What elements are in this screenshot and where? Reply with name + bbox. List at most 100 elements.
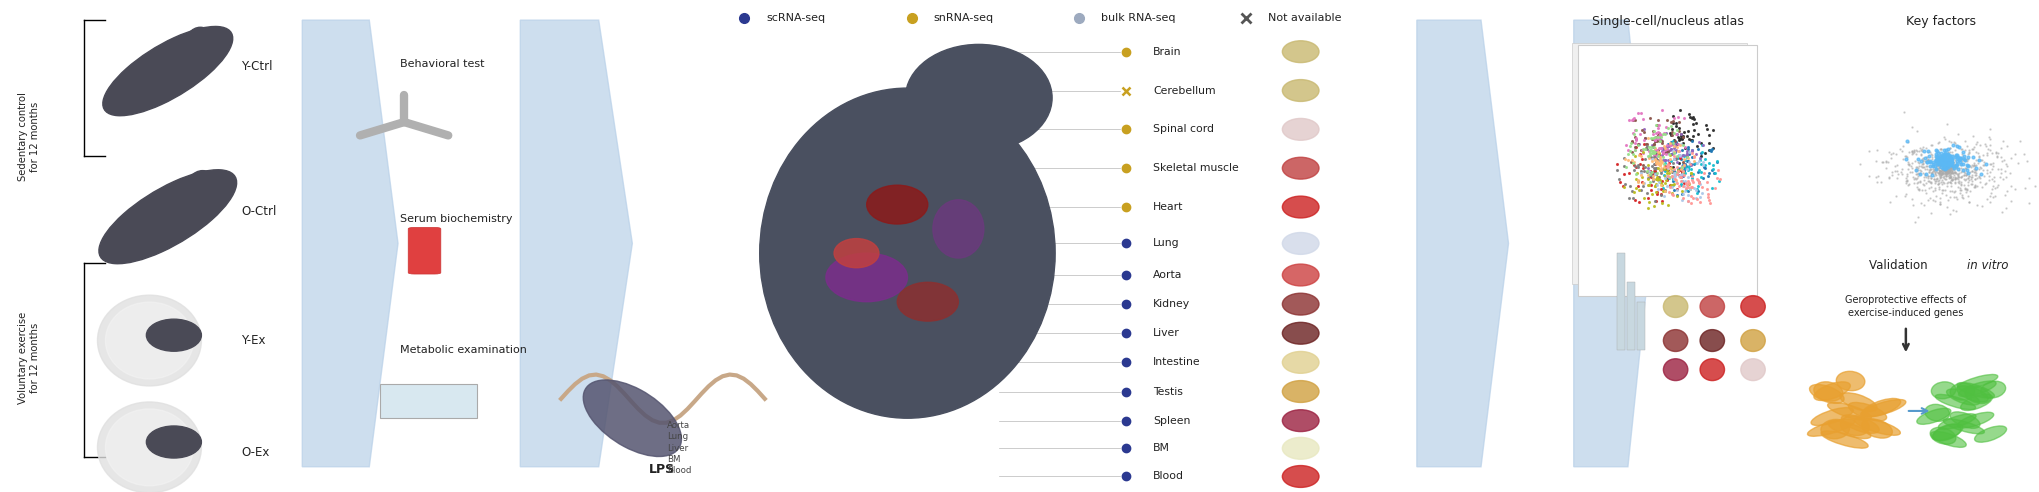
Point [1650, 141, 1682, 149]
Point [1902, 162, 1935, 170]
Point [1668, 153, 1701, 160]
Point [1641, 173, 1674, 181]
Point [1931, 168, 1964, 176]
Point [1939, 179, 1972, 187]
Point [1949, 188, 1982, 196]
Point [1984, 173, 2017, 181]
Point [1931, 159, 1964, 167]
Point [1921, 154, 1953, 161]
Point [1959, 183, 1992, 190]
Point [1637, 172, 1670, 180]
Point [1635, 171, 1668, 179]
Point [1660, 171, 1692, 179]
Point [1641, 159, 1674, 167]
Point [1943, 154, 1976, 162]
Point [1929, 186, 1962, 194]
Point [1941, 153, 1974, 161]
Point [1672, 150, 1705, 157]
Point [1631, 175, 1664, 183]
Point [1923, 166, 1955, 174]
Point [1947, 152, 1980, 160]
Point [1974, 192, 2006, 200]
Point [1658, 155, 1690, 163]
Point [1941, 171, 1974, 179]
Ellipse shape [1935, 395, 1976, 410]
Point [1637, 168, 1670, 176]
Point [1639, 164, 1672, 172]
Point [1931, 155, 1964, 163]
Point [1621, 163, 1654, 171]
Point [1925, 158, 1957, 166]
Point [1955, 177, 1988, 185]
Point [1670, 162, 1703, 170]
Point [1931, 166, 1964, 174]
Point [1890, 176, 1923, 184]
Point [1690, 172, 1723, 180]
Point [1957, 145, 1990, 153]
Point [1947, 155, 1980, 163]
Point [1682, 182, 1715, 189]
Point [1650, 155, 1682, 163]
Point [1949, 137, 1982, 145]
Point [1652, 161, 1684, 169]
Point [1666, 168, 1698, 176]
Point [1641, 174, 1674, 182]
Point [1935, 153, 1968, 160]
Point [1915, 165, 1947, 173]
Point [1945, 150, 1978, 158]
Point [1641, 144, 1674, 152]
Point [1941, 161, 1974, 169]
Point [1923, 200, 1955, 208]
Point [1939, 174, 1972, 182]
Ellipse shape [1283, 410, 1319, 431]
Point [1633, 151, 1666, 159]
Point [1633, 143, 1666, 151]
Point [1919, 168, 1951, 176]
Point [1974, 141, 2006, 149]
Point [1902, 147, 1935, 154]
Point [1921, 160, 1953, 168]
Point [1921, 177, 1953, 185]
Point [1886, 147, 1919, 154]
Point [1931, 168, 1964, 176]
Point [1637, 147, 1670, 155]
Point [1953, 198, 1986, 206]
Point [1943, 189, 1976, 197]
Point [1941, 172, 1974, 180]
Point [1939, 175, 1972, 183]
Point [1941, 164, 1974, 172]
Point [1664, 171, 1696, 179]
Text: Geroprotective effects of
exercise-induced genes: Geroprotective effects of exercise-induc… [1845, 295, 1966, 318]
Point [1886, 155, 1919, 163]
Point [1701, 157, 1733, 165]
Point [1652, 116, 1684, 123]
Point [1951, 148, 1984, 156]
Point [1913, 194, 1945, 202]
Point [1939, 187, 1972, 195]
Point [1658, 159, 1690, 167]
Ellipse shape [1821, 419, 1849, 439]
Point [1870, 158, 1902, 166]
Point [1931, 167, 1964, 175]
Point [1900, 163, 1933, 171]
Point [1909, 171, 1941, 179]
Point [1643, 136, 1676, 144]
Point [1906, 156, 1939, 164]
Point [1696, 146, 1729, 154]
Point [1953, 176, 1986, 184]
Point [1664, 173, 1696, 181]
Point [1976, 175, 2008, 183]
Point [1641, 158, 1674, 166]
Point [2010, 157, 2039, 165]
Point [1892, 158, 1925, 166]
Point [1674, 113, 1707, 121]
Point [1619, 143, 1652, 151]
Point [1931, 165, 1964, 173]
Ellipse shape [1283, 157, 1319, 179]
Point [1937, 165, 1970, 173]
Point [1947, 171, 1980, 179]
Point [1923, 160, 1955, 168]
Point [1643, 144, 1676, 152]
Point [1911, 165, 1943, 173]
Point [1927, 159, 1959, 167]
